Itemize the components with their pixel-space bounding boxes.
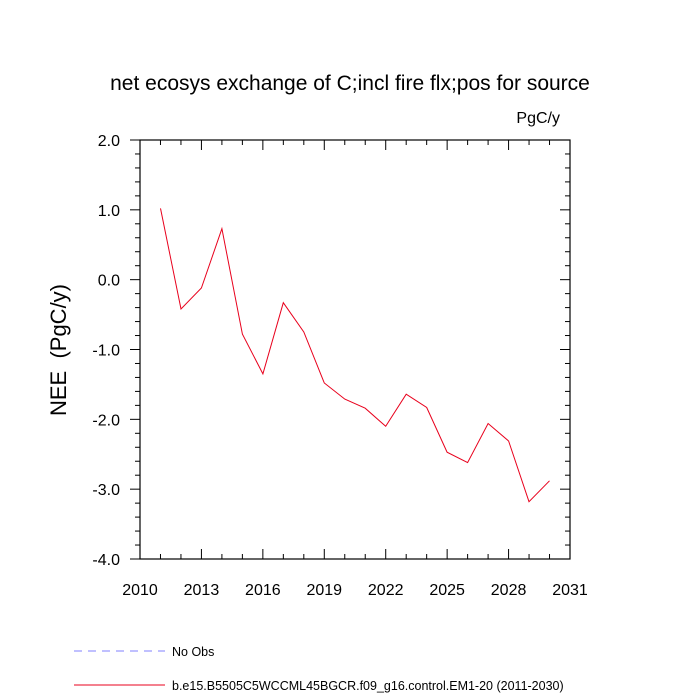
y-tick-label: 1.0 — [98, 203, 120, 220]
series-line — [160, 208, 550, 503]
x-tick-label: 2022 — [368, 582, 404, 599]
y-tick-label: -4.0 — [92, 552, 120, 569]
x-tick-label: 2031 — [552, 582, 588, 599]
x-tick-label: 2019 — [306, 582, 342, 599]
units-label: PgC/y — [516, 110, 560, 127]
chart-title: net ecosys exchange of C;incl fire flx;p… — [110, 72, 590, 95]
x-tick-label: 2016 — [245, 582, 281, 599]
axis-ticks — [130, 139, 571, 560]
y-tick-label: -1.0 — [92, 343, 120, 360]
y-tick-label: 2.0 — [98, 133, 120, 150]
x-tick-label: 2010 — [122, 582, 158, 599]
plot-frame — [139, 139, 571, 560]
y-axis-label: NEE (PgC/y) — [46, 284, 71, 416]
y-tick-label: -2.0 — [92, 412, 120, 429]
y-tick-label: 0.0 — [98, 273, 120, 290]
legend: No Obs b.e15.B5505C5WCCML45BGCR.f09_g16.c… — [74, 645, 564, 693]
x-tick-label: 2025 — [429, 582, 465, 599]
legend-label: No Obs — [172, 645, 214, 659]
plot-axes — [139, 139, 571, 560]
legend-label: b.e15.B5505C5WCCML45BGCR.f09_g16.control… — [172, 679, 564, 693]
tick-labels: 2010 2013 2016 2019 2022 2025 2028 2031 2.0 1.0 0.… — [92, 133, 587, 599]
x-tick-label: 2028 — [491, 582, 527, 599]
series-layer — [160, 208, 550, 503]
y-tick-label: -3.0 — [92, 482, 120, 499]
x-tick-label: 2013 — [184, 582, 220, 599]
